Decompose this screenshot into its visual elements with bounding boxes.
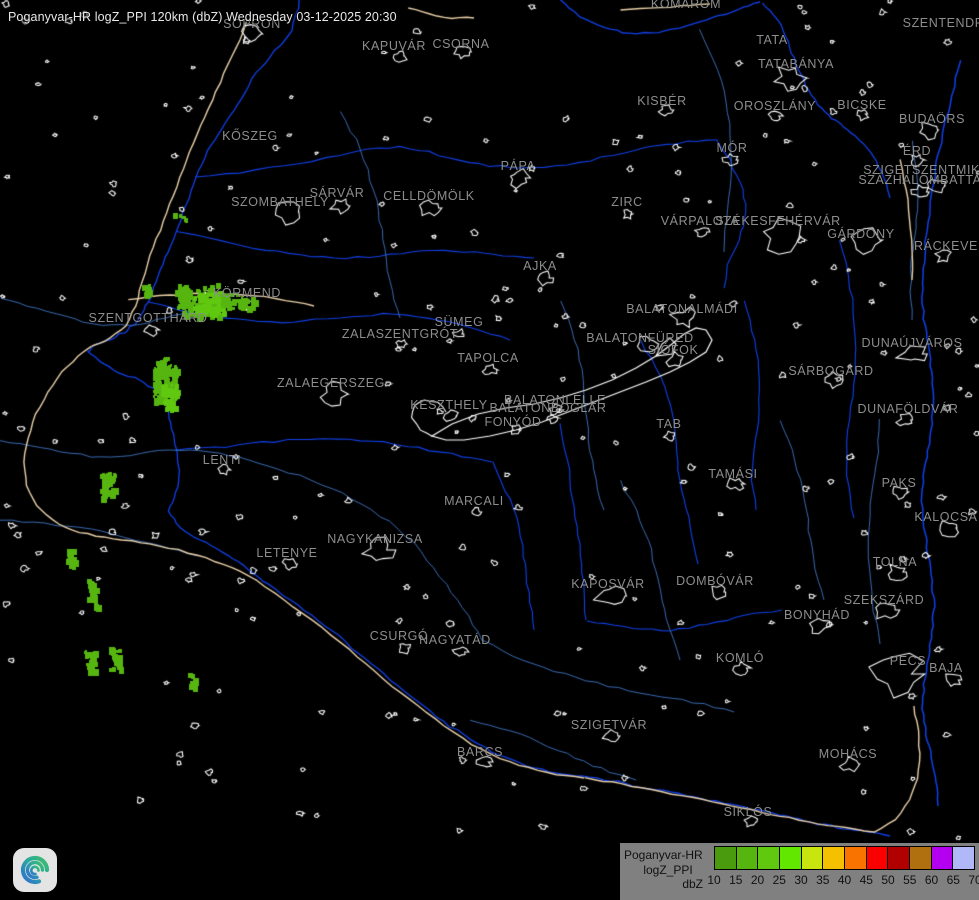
legend-tick: 70 [968,873,979,887]
dbz-legend-panel: Poganyvar-HR logZ_PPI dbZ 10 15 20 25 30 35 40… [620,843,979,900]
swirl-logo[interactable] [12,847,58,893]
legend-swatch [845,847,867,869]
legend-tick: 60 [924,873,939,887]
legend-swatch [801,847,824,869]
legend-swatch [866,847,889,869]
legend-tick: 55 [903,873,917,887]
legend-scale: 10 15 20 25 30 35 40 45 50 55 60 65 70 [707,846,979,890]
legend-swatch [910,847,932,869]
legend-swatch [780,847,802,869]
legend-tick: 40 [837,873,852,887]
legend-tick: 15 [729,873,743,887]
legend-tick: 10 [707,873,721,887]
legend-site-label: Poganyvar-HR [624,848,703,862]
legend-swatch [715,847,737,869]
legend-product-label: logZ_PPI [643,862,693,877]
legend-caption: Poganyvar-HR logZ_PPI dbZ [624,846,712,892]
legend-swatch [953,847,975,869]
legend-swatch [931,847,954,869]
legend-color-swatches [714,846,975,870]
legend-swatch [736,847,759,869]
product-title: Poganyvar-HR logZ_PPI 120km (dbZ) Wednes… [8,10,397,24]
legend-swatch [888,847,911,869]
legend-tick-labels: 10 15 20 25 30 35 40 45 50 55 60 65 70 [707,872,979,890]
legend-unit-label: dbZ [682,877,703,891]
legend-swatch [758,847,781,869]
legend-tick: 65 [946,873,960,887]
legend-tick: 20 [750,873,765,887]
legend-tick: 30 [794,873,808,887]
legend-tick: 35 [816,873,830,887]
legend-tick: 45 [859,873,873,887]
legend-swatch [823,847,846,869]
swirl-logo-icon [13,848,57,892]
legend-tick: 50 [881,873,895,887]
legend-tick: 25 [772,873,786,887]
